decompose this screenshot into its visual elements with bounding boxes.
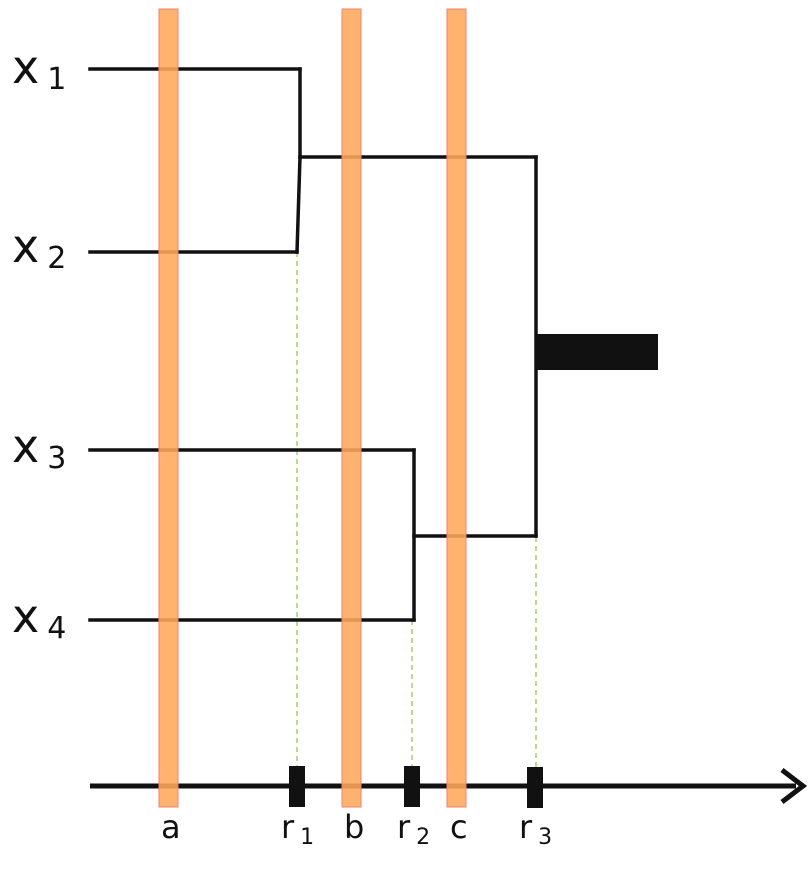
merge-marker-r3 (527, 767, 543, 808)
variable-index: 1 (47, 62, 66, 97)
variable-letter: x (12, 419, 39, 473)
merge-r1-lower (295, 155, 302, 254)
merge-markers (289, 766, 543, 808)
horizontal-axis (90, 768, 808, 804)
merge-marker-r2 (404, 766, 420, 807)
merge-letter: r (397, 808, 411, 846)
variable-letter: x (12, 40, 39, 94)
variable-index: 3 (47, 441, 66, 476)
axis-arrowhead (780, 768, 808, 804)
merge-letter: r (281, 808, 295, 846)
variable-letter: x (12, 219, 39, 273)
cut-band-label-a: a (161, 808, 181, 846)
cut-band-label-b: b (344, 808, 364, 846)
cut-band-c (446, 8, 467, 808)
cut-band-label-c: c (450, 808, 468, 846)
variable-index: 2 (47, 241, 66, 276)
variable-letter: x (12, 589, 39, 643)
cut-band-b (341, 8, 362, 808)
merge-index: 1 (300, 825, 314, 850)
merge-index: 3 (538, 825, 552, 850)
root-bar (536, 334, 658, 370)
merge-marker-r1 (289, 766, 305, 807)
cut-band-a (158, 8, 179, 808)
merge-index: 2 (416, 825, 430, 850)
guide-lines (296, 252, 537, 768)
variable-index: 4 (47, 611, 66, 646)
merge-letter: r (519, 808, 533, 846)
cut-bands (158, 8, 467, 808)
dendrogram-lines (88, 67, 538, 622)
